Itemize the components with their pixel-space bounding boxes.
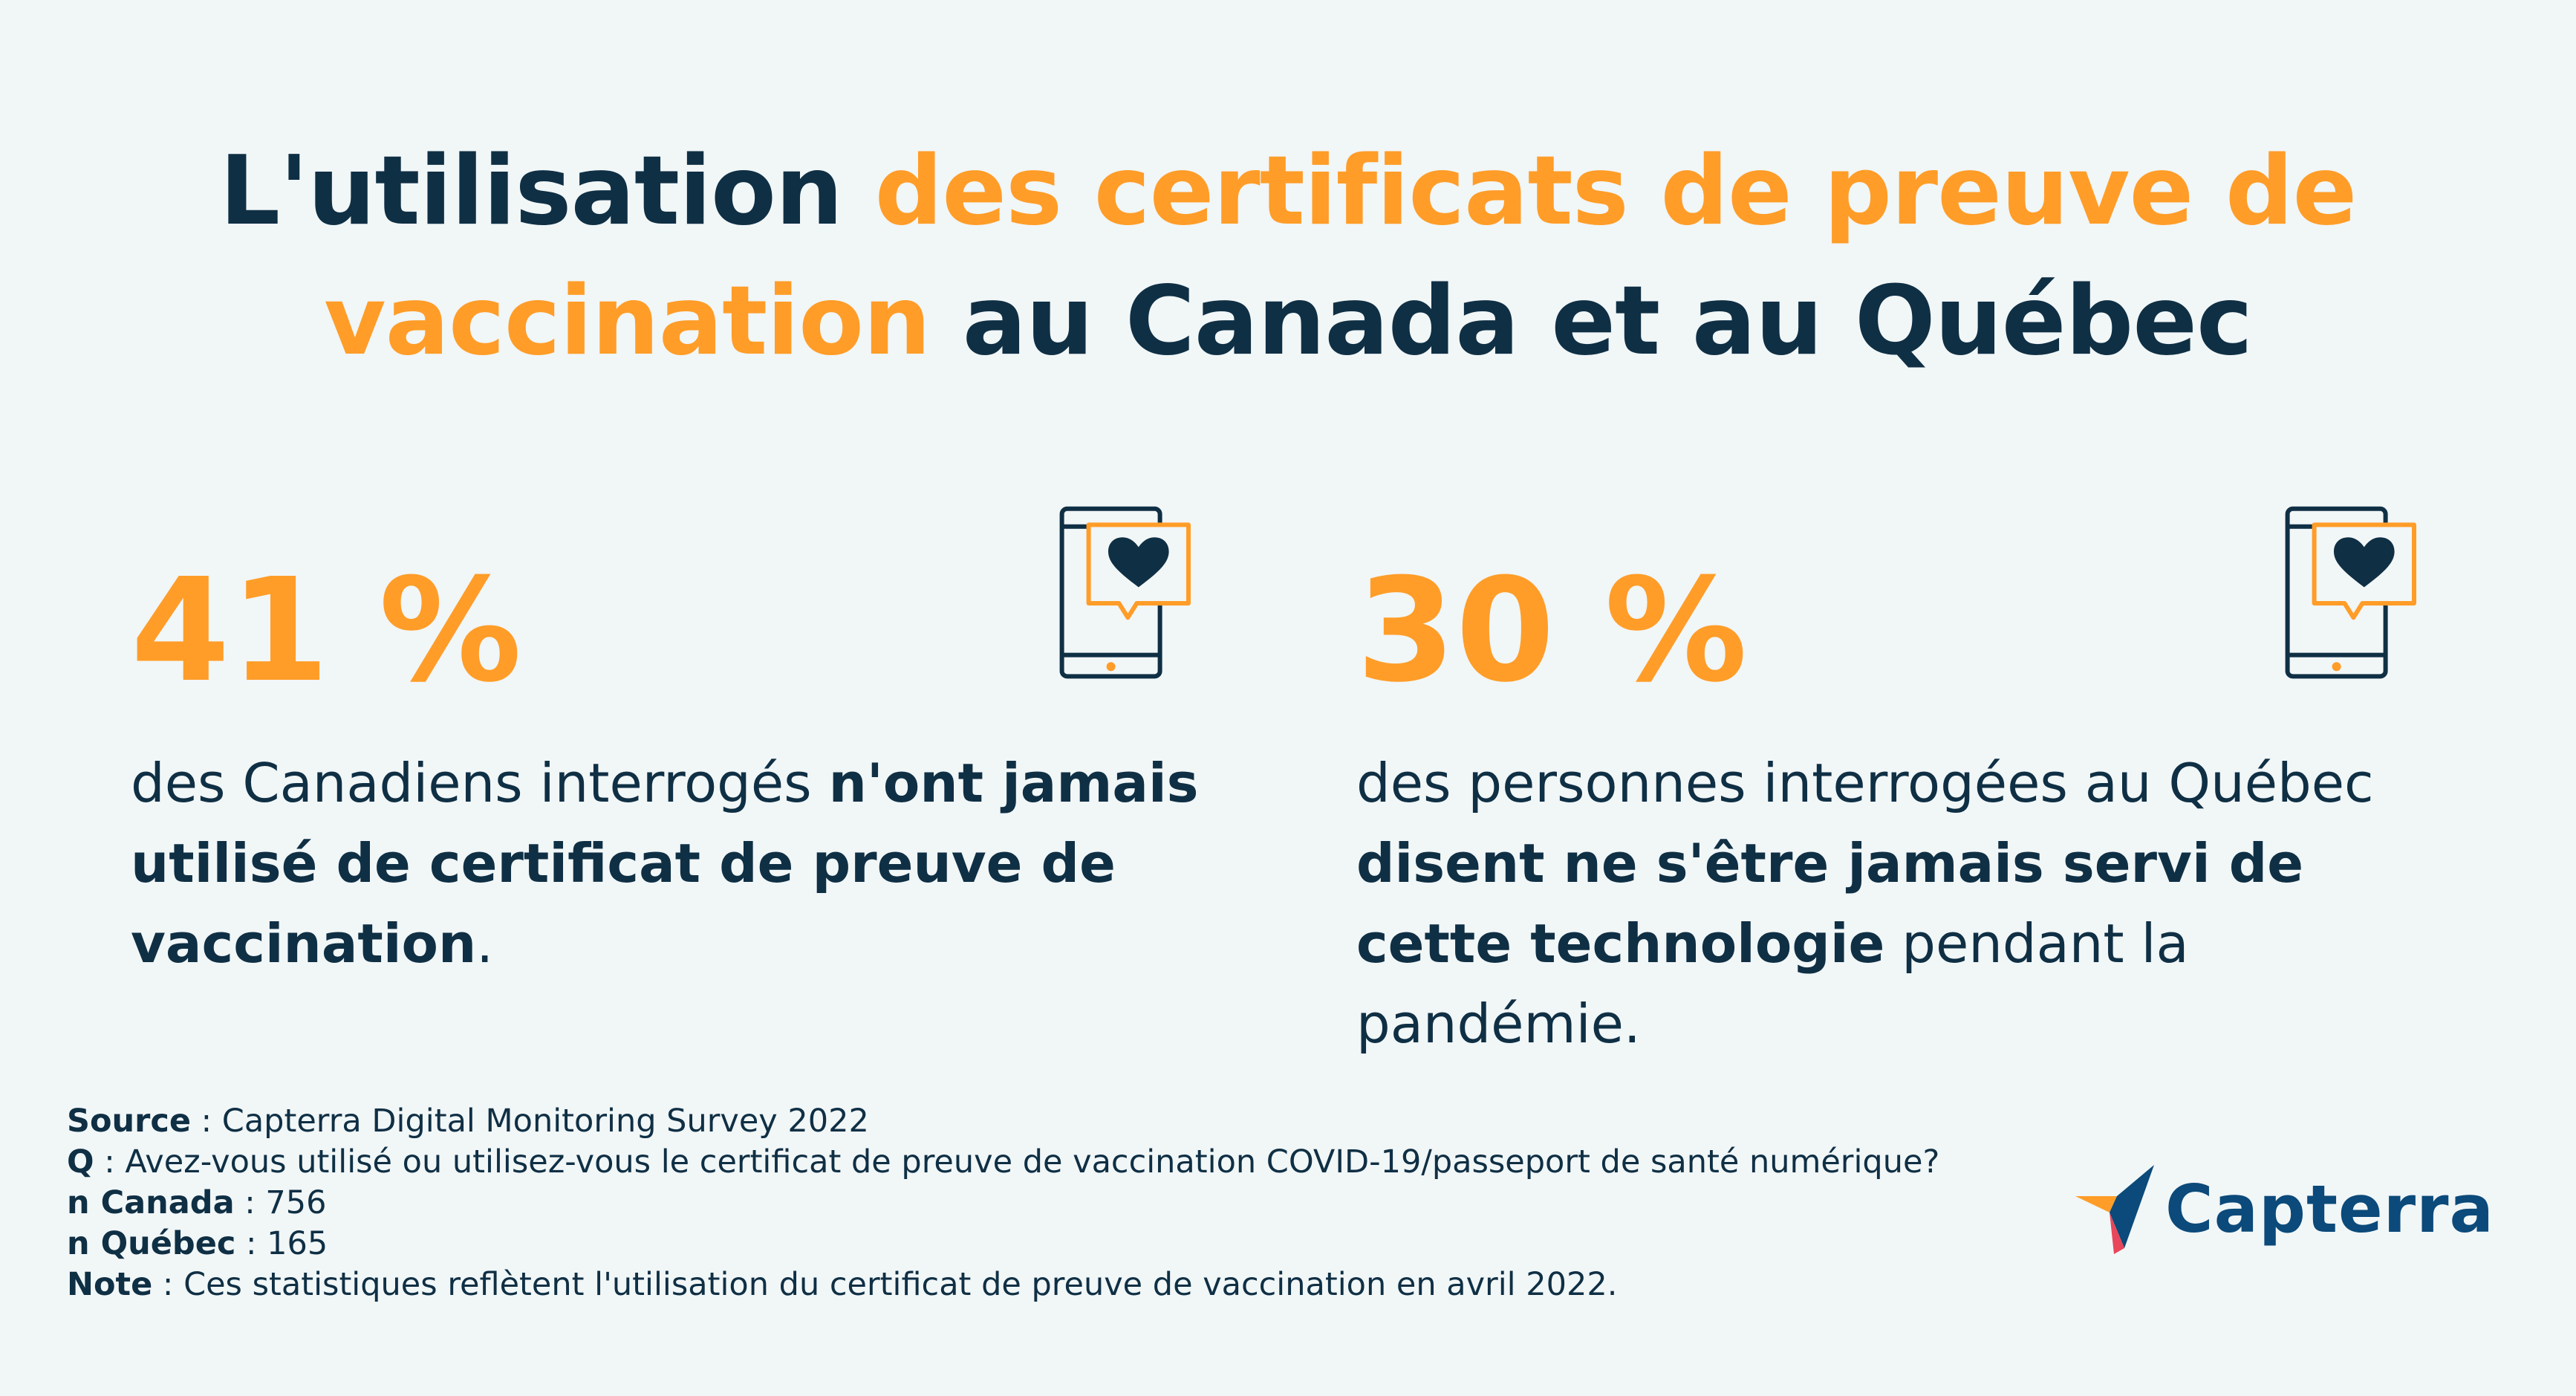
stat-value: 30 % bbox=[1356, 548, 1748, 714]
footer-n-canada: n Canada : 756 bbox=[67, 1184, 327, 1221]
footer-note: Note : Ces statistiques reflètent l'util… bbox=[67, 1266, 1618, 1303]
phone-heart-icon bbox=[2285, 506, 2416, 679]
stat-description: des personnes interrogées au Québec dise… bbox=[1356, 743, 2456, 1064]
stat-text-post: pendant la pandémie. bbox=[1356, 912, 2189, 1055]
footer-source: Source : Capterra Digital Monitoring Sur… bbox=[67, 1103, 869, 1140]
stat-text-pre: des Canadiens interrogés bbox=[131, 752, 829, 814]
title-part-1: L'utilisation bbox=[219, 136, 875, 247]
phone-heart-icon bbox=[1059, 506, 1191, 679]
stat-quebec: 30 % des personnes interrogées au Québec… bbox=[1356, 505, 2456, 1064]
logo-wordmark: Capterra bbox=[2165, 1171, 2494, 1247]
stat-text-bold: n'ont jamais utilisé de certificat de pr… bbox=[131, 752, 1199, 975]
capterra-logo-icon bbox=[2075, 1165, 2154, 1254]
title-highlight: des certificats de preuve de vaccination bbox=[324, 136, 2357, 377]
stat-canada: 41 % des Canadiens interrogés n'ont jama… bbox=[131, 505, 1230, 984]
footer-notes: Source : Capterra Digital Monitoring Sur… bbox=[67, 1101, 1939, 1305]
capterra-logo: Capterra bbox=[2072, 1159, 2494, 1256]
stat-text-bold: disent ne s'être jamais servi de cette t… bbox=[1356, 832, 2304, 975]
stat-text-pre: des personnes interrogées au Québec bbox=[1356, 752, 2374, 814]
footer-n-quebec: n Québec : 165 bbox=[67, 1225, 328, 1262]
stat-value: 41 % bbox=[131, 548, 522, 714]
stat-text-post: . bbox=[476, 912, 494, 975]
page-title: L'utilisation des certificats de preuve … bbox=[0, 126, 2576, 386]
footer-question: Q : Avez-vous utilisé ou utilisez-vous l… bbox=[67, 1143, 1940, 1181]
title-part-3: au Canada et au Québec bbox=[930, 266, 2253, 377]
stat-description: des Canadiens interrogés n'ont jamais ut… bbox=[131, 743, 1230, 984]
